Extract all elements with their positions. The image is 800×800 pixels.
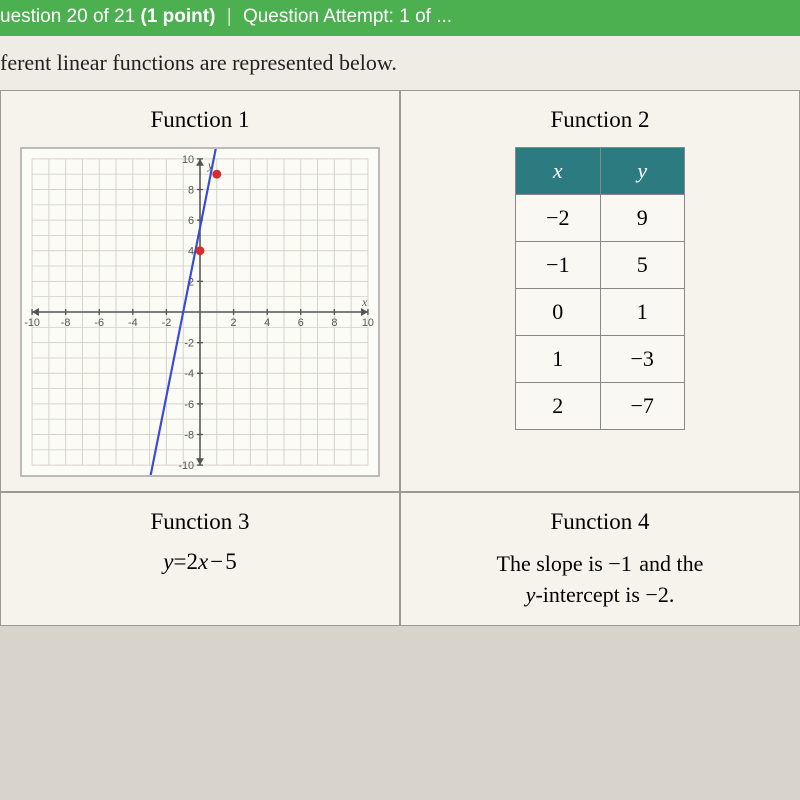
- svg-text:x: x: [361, 295, 368, 309]
- q-of: of: [88, 6, 114, 27]
- svg-text:-8: -8: [61, 317, 71, 329]
- svg-text:-2: -2: [184, 338, 194, 350]
- q-sep: |: [221, 6, 237, 27]
- function3-equation: y=2x−5: [9, 549, 391, 575]
- svg-text:-4: -4: [184, 368, 194, 380]
- content-area: ferent linear functions are represented …: [0, 36, 800, 626]
- q-attempt: Question Attempt: 1 of ...: [243, 6, 452, 27]
- svg-text:-10: -10: [24, 317, 40, 329]
- function3-title: Function 3: [9, 509, 391, 535]
- function1-cell: Function 1 -10-8-6-4-2246810-10-8-6-4-22…: [0, 90, 400, 492]
- q-points: (1 point): [135, 6, 215, 27]
- question-prompt: ferent linear functions are represented …: [0, 50, 800, 90]
- table-row: −29: [516, 195, 685, 242]
- table-row: −15: [516, 242, 685, 289]
- table-body: −29 −15 01 1−3 2−7: [516, 195, 685, 430]
- svg-text:4: 4: [188, 246, 194, 258]
- svg-text:-8: -8: [184, 429, 194, 441]
- q-total: 21: [114, 6, 135, 27]
- svg-text:-6: -6: [94, 317, 104, 329]
- svg-text:-2: -2: [162, 317, 172, 329]
- svg-text:-6: -6: [184, 399, 194, 411]
- function4-cell: Function 4 The slope is −1 and the y-int…: [400, 492, 800, 626]
- svg-text:10: 10: [182, 154, 194, 166]
- function4-title: Function 4: [409, 509, 791, 535]
- svg-text:8: 8: [331, 317, 337, 329]
- graph-svg: -10-8-6-4-2246810-10-8-6-4-2246810xy: [22, 149, 378, 475]
- svg-text:10: 10: [362, 317, 374, 329]
- function2-cell: Function 2 x y −29 −15 01 1−3 2−7: [400, 90, 800, 492]
- function4-description: The slope is −1 and the y-intercept is −…: [409, 549, 791, 611]
- table-row: 01: [516, 289, 685, 336]
- question-header: uestion 20 of 21 (1 point) | Question At…: [0, 0, 800, 36]
- table-row: 2−7: [516, 383, 685, 430]
- table-head-y: y: [600, 148, 684, 195]
- q-current: 20: [67, 6, 88, 27]
- svg-text:-4: -4: [128, 317, 138, 329]
- svg-text:4: 4: [264, 317, 270, 329]
- function1-title: Function 1: [9, 107, 391, 133]
- table-head-x: x: [516, 148, 600, 195]
- q-prefix: uestion: [0, 6, 67, 27]
- function2-table: x y −29 −15 01 1−3 2−7: [515, 147, 685, 430]
- svg-text:-10: -10: [178, 460, 194, 472]
- functions-grid: Function 1 -10 -8 -6 -4 -2 2 4 6 8 10 -10 -8 -6 -4 -2 2…: [0, 90, 800, 626]
- function3-cell: Function 3 y=2x−5: [0, 492, 400, 626]
- svg-text:2: 2: [231, 317, 237, 329]
- svg-text:8: 8: [188, 184, 194, 196]
- function2-title: Function 2: [409, 107, 791, 133]
- table-row: 1−3: [516, 336, 685, 383]
- function1-graph: -10-8-6-4-2246810-10-8-6-4-2246810xy: [20, 147, 380, 477]
- svg-text:6: 6: [298, 317, 304, 329]
- svg-text:6: 6: [188, 215, 194, 227]
